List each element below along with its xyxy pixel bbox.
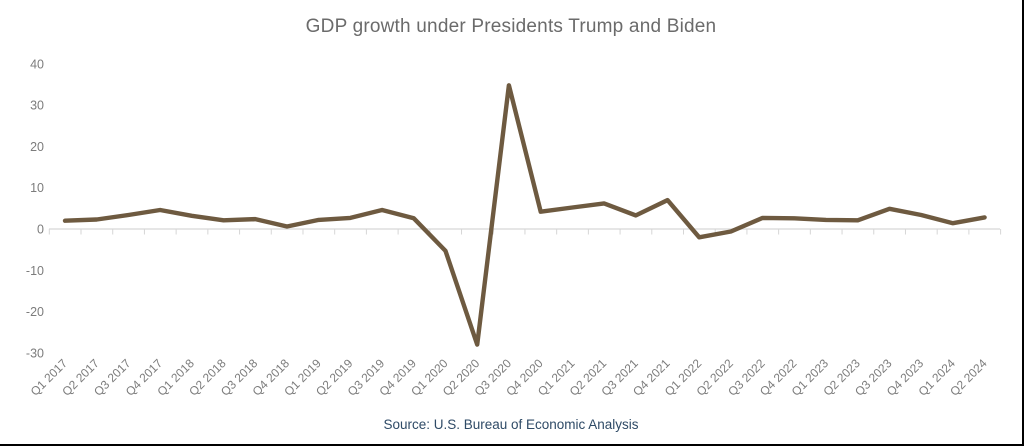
chart-source-note: Source: U.S. Bureau of Economic Analysis xyxy=(383,417,639,432)
y-axis-tick-label: 20 xyxy=(30,140,44,154)
y-axis-tick-label: 0 xyxy=(37,223,44,237)
y-axis-tick-label: 30 xyxy=(30,99,44,113)
y-axis-tick-label: -20 xyxy=(26,305,44,319)
y-axis-tick-label: 40 xyxy=(30,57,44,71)
chart-title: GDP growth under Presidents Trump and Bi… xyxy=(305,16,717,37)
y-axis-tick-label: -10 xyxy=(26,264,44,278)
y-axis-tick-label: 10 xyxy=(30,181,44,195)
y-axis-tick-label: -30 xyxy=(26,346,44,360)
gdp-growth-line xyxy=(62,83,987,347)
